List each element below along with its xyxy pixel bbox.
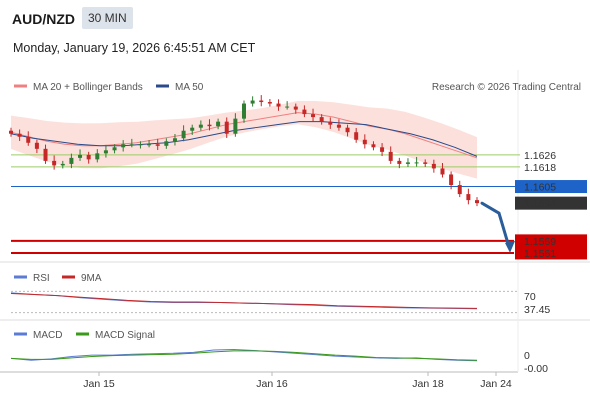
candle-body: [371, 144, 376, 148]
bollinger-band: [11, 100, 477, 179]
candle-body: [250, 100, 255, 104]
candle-body: [172, 138, 177, 142]
candle-body: [397, 160, 402, 164]
macd-value-label: -0.00: [524, 363, 548, 375]
candle-body: [112, 147, 117, 151]
x-axis-label: Jan 16: [256, 378, 288, 390]
x-axis-label: Jan 15: [83, 378, 115, 390]
chart-datetime: Monday, January 19, 2026 6:45:51 AM CET: [13, 41, 256, 55]
candle-body: [380, 147, 385, 152]
candle-body: [423, 162, 428, 164]
candle-body: [276, 103, 281, 107]
rsi-value-label: 37.45: [524, 304, 550, 316]
candle-body: [147, 144, 152, 146]
candle-body: [86, 154, 91, 160]
candle-body: [43, 148, 48, 161]
pivot-label-bg: [515, 180, 587, 194]
last-label-bg: [515, 196, 587, 210]
candle-body: [345, 127, 350, 133]
macd-signal-legend-label: MACD Signal: [95, 330, 155, 341]
candle-body: [311, 114, 316, 118]
candle-body: [95, 153, 100, 160]
candle-body: [354, 132, 359, 140]
candle-body: [121, 144, 126, 148]
candle-body: [103, 150, 108, 154]
resistance-level-label: 1.1618: [524, 162, 556, 174]
candle-body: [34, 142, 39, 149]
candle-body: [319, 117, 324, 122]
candle-body: [216, 121, 221, 127]
resistance-level-label: 1.1626: [524, 150, 556, 162]
candle-body: [457, 185, 462, 195]
forecast-arrowhead: [505, 240, 515, 253]
candle-body: [224, 121, 229, 134]
candle-body: [336, 124, 341, 128]
candle-body: [475, 200, 479, 204]
candle-body: [388, 151, 393, 161]
candle-body: [259, 100, 264, 103]
candle-body: [190, 127, 195, 131]
candle-body: [164, 141, 169, 146]
ma50-line: [10, 121, 478, 157]
rsi-ma-legend-label: 9MA: [81, 273, 102, 284]
candle-body: [285, 106, 290, 108]
rsi-legend-label: RSI: [33, 273, 50, 284]
candle-body: [78, 154, 83, 158]
chart-header: AUD/NZD 30 MIN Monday, January 19, 2026 …: [0, 0, 590, 68]
macd-zero-label: 0: [524, 350, 530, 362]
candle-body: [198, 124, 203, 128]
rsi-line: [10, 292, 478, 310]
support-label-bg: [515, 234, 587, 248]
symbol-title: AUD/NZD: [12, 11, 75, 27]
candle-body: [293, 106, 298, 110]
candle-body: [431, 163, 436, 169]
candle-body: [466, 194, 471, 201]
candle-body: [17, 133, 22, 137]
candle-body: [9, 130, 13, 134]
candle-body: [26, 136, 31, 143]
macd-signal-line: [10, 350, 478, 361]
candle-body: [405, 162, 410, 164]
ma50-legend-label: MA 50: [175, 82, 204, 93]
rsi-ma-line: [10, 292, 478, 309]
candle-body: [414, 162, 419, 164]
candle-body: [449, 174, 454, 186]
support-level-label: 1.1561: [524, 248, 556, 260]
x-axis-label: Jan 18: [412, 378, 444, 390]
candle-body: [60, 163, 65, 166]
candle-body: [181, 130, 186, 139]
candle-body: [267, 102, 272, 104]
forecast-arrow: [480, 201, 511, 249]
candle-body: [69, 157, 74, 164]
support-level-label: 1.1569: [524, 236, 556, 248]
candle-body: [155, 144, 160, 146]
candle-body: [242, 103, 246, 119]
copyright-text: Research © 2026 Trading Central: [432, 82, 581, 93]
candle-body: [129, 144, 134, 146]
rsi-70-label: 70: [524, 291, 536, 303]
candle-body: [362, 139, 367, 145]
candle-body: [440, 168, 445, 175]
ma20-legend-label: MA 20 + Bollinger Bands: [33, 82, 143, 93]
candle-body: [52, 160, 57, 166]
timeframe-badge[interactable]: 30 MIN: [82, 7, 133, 29]
macd-legend-label: MACD: [33, 330, 62, 341]
support-label-bg: [515, 246, 587, 260]
x-axis-label: Jan 24: [480, 378, 512, 390]
candle-body: [328, 121, 333, 125]
pivot-level-label: 1.1605: [524, 182, 556, 194]
candle-body: [233, 118, 238, 134]
candle-body: [138, 144, 143, 146]
candle-body: [207, 124, 212, 127]
last-level-label: 1.1594: [524, 198, 556, 210]
candle-body: [302, 109, 307, 115]
